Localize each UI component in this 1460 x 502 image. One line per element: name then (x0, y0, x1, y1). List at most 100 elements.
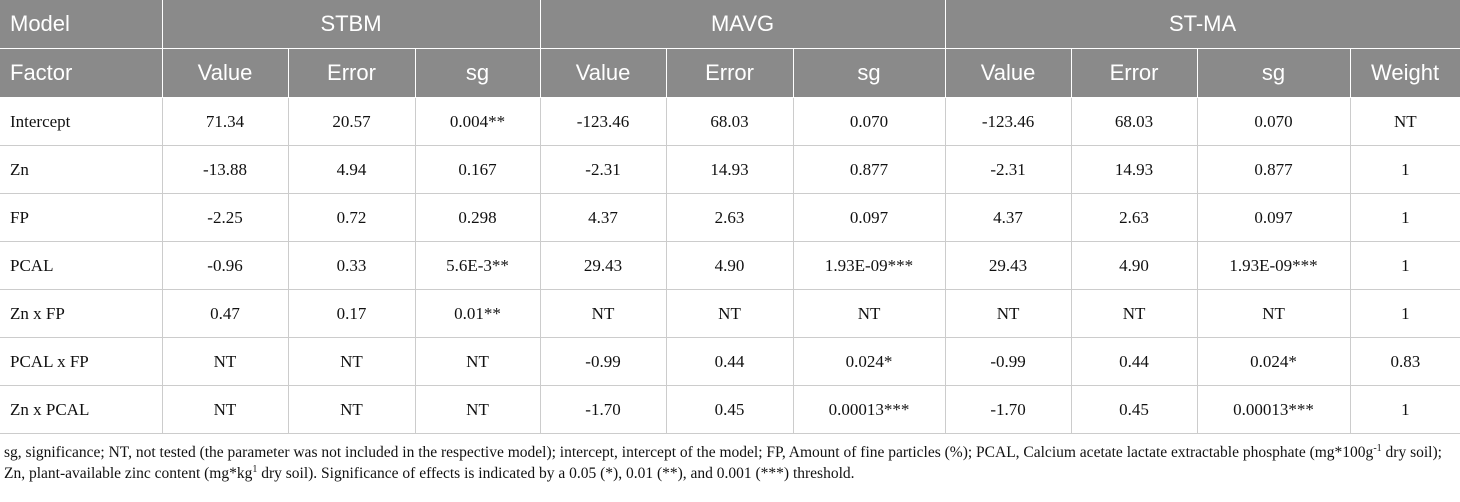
table-cell: -1.70 (944, 385, 1072, 434)
table-cell: NT (161, 337, 289, 386)
table-body: Intercept 71.34 20.57 0.004** -123.46 68.03 0.… (0, 97, 1460, 434)
header-cell: Value (944, 48, 1072, 98)
table-cell: 68.03 (665, 97, 794, 146)
table-row: Zn x PCAL NT NT NT -1.70 0.45 0.00013*** -1.70 0… (0, 385, 1460, 434)
table-cell: 14.93 (665, 145, 794, 194)
header-cell: Value (539, 48, 667, 98)
table-cell: 4.90 (665, 241, 794, 290)
table-cell: NT (1196, 289, 1351, 338)
table-cell: NT (665, 289, 794, 338)
table-cell: 0.877 (1196, 145, 1351, 194)
table-cell: NT (414, 337, 541, 386)
table-cell: FP (0, 193, 163, 242)
table-cell: 0.167 (414, 145, 541, 194)
table-cell: Intercept (0, 97, 163, 146)
table-row: PCAL -0.96 0.33 5.6E-3** 29.43 4.90 1.93E-09**… (0, 241, 1460, 290)
table-cell: NT (161, 385, 289, 434)
table-cell: 0.097 (1196, 193, 1351, 242)
data-table: Model STBM MAVG ST-MA Factor Value Error sg… (0, 0, 1460, 434)
table-cell: 68.03 (1070, 97, 1198, 146)
table-cell: 0.45 (665, 385, 794, 434)
table-cell: 1.93E-09*** (792, 241, 946, 290)
table-cell: -2.31 (944, 145, 1072, 194)
table-cell: -0.99 (539, 337, 667, 386)
table-cell: -2.31 (539, 145, 667, 194)
table-cell: 0.024* (792, 337, 946, 386)
footnote-text: -1 (1373, 443, 1382, 454)
table-cell: 4.94 (287, 145, 416, 194)
header-cell: ST-MA (944, 0, 1460, 49)
table-cell: 1 (1349, 193, 1460, 242)
table-row: FP -2.25 0.72 0.298 4.37 2.63 0.097 4.37 2.63 0.0… (0, 193, 1460, 242)
header-cell: sg (414, 48, 541, 98)
table-cell: 0.00013*** (1196, 385, 1351, 434)
table-cell: Zn (0, 145, 163, 194)
table-cell: -0.99 (944, 337, 1072, 386)
table-cell: 0.877 (792, 145, 946, 194)
table-cell: -2.25 (161, 193, 289, 242)
table-cell: 4.37 (539, 193, 667, 242)
table-cell: 71.34 (161, 97, 289, 146)
table-cell: 0.33 (287, 241, 416, 290)
table-cell: 0.01** (414, 289, 541, 338)
table-cell: NT (944, 289, 1072, 338)
table-cell: 0.070 (1196, 97, 1351, 146)
table-cell: -1.70 (539, 385, 667, 434)
header-cell: STBM (161, 0, 541, 49)
table-cell: 0.070 (792, 97, 946, 146)
table-cell: 0.47 (161, 289, 289, 338)
table-cell: 2.63 (665, 193, 794, 242)
table-cell: NT (792, 289, 946, 338)
table-cell: 1 (1349, 241, 1460, 290)
header-cell: Value (161, 48, 289, 98)
header-cell: Factor (0, 48, 163, 98)
table-cell: 4.37 (944, 193, 1072, 242)
table-cell: 0.097 (792, 193, 946, 242)
header-row: Factor Value Error sg Value Error sg Value Error… (0, 48, 1460, 98)
footnote-text: sg, significance; NT, not tested (the pa… (4, 444, 1374, 461)
table-cell: 2.63 (1070, 193, 1198, 242)
table-cell: -123.46 (944, 97, 1072, 146)
table-row: Zn x FP 0.47 0.17 0.01** NT NT NT NT NT NT 1 (0, 289, 1460, 338)
table-cell: -0.96 (161, 241, 289, 290)
table-cell: Zn x FP (0, 289, 163, 338)
table-cell: NT (1349, 97, 1460, 146)
header-cell: Error (1070, 48, 1198, 98)
table-cell: -123.46 (539, 97, 667, 146)
table-cell: -13.88 (161, 145, 289, 194)
table-cell: 29.43 (944, 241, 1072, 290)
table-row: Zn -13.88 4.94 0.167 -2.31 14.93 0.877 -2.31 14.… (0, 145, 1460, 194)
header-cell: Weight (1349, 48, 1460, 98)
header-cell: Error (665, 48, 794, 98)
table-cell: NT (1070, 289, 1198, 338)
table-cell: 0.45 (1070, 385, 1198, 434)
footnote-text: dry soil); Zn, plant-available zinc cont… (4, 444, 1442, 482)
table-cell: 0.44 (665, 337, 794, 386)
table-cell: 29.43 (539, 241, 667, 290)
footnote: sg, significance; NT, not tested (the pa… (0, 434, 1460, 484)
header-row: Model STBM MAVG ST-MA (0, 0, 1460, 49)
table-cell: 0.44 (1070, 337, 1198, 386)
table-cell: NT (287, 337, 416, 386)
footnote-text: 1 (252, 464, 258, 475)
table-cell: PCAL (0, 241, 163, 290)
header-cell: Error (287, 48, 416, 98)
table-cell: 1 (1349, 145, 1460, 194)
header-cell: Model (0, 0, 163, 49)
table-cell: 0.17 (287, 289, 416, 338)
table-cell: 0.024* (1196, 337, 1351, 386)
table-cell: NT (539, 289, 667, 338)
table-cell: 1 (1349, 385, 1460, 434)
table-cell: 1.93E-09*** (1196, 241, 1351, 290)
table-cell: 14.93 (1070, 145, 1198, 194)
table-cell: PCAL x FP (0, 337, 163, 386)
table-row: PCAL x FP NT NT NT -0.99 0.44 0.024* -0.99 0.44 0… (0, 337, 1460, 386)
header-cell: MAVG (539, 0, 946, 49)
header-cell: sg (792, 48, 946, 98)
table-row: Intercept 71.34 20.57 0.004** -123.46 68.03 0.… (0, 97, 1460, 146)
table-cell: 5.6E-3** (414, 241, 541, 290)
table-cell: Zn x PCAL (0, 385, 163, 434)
table-cell: 0.00013*** (792, 385, 946, 434)
table-cell: NT (287, 385, 416, 434)
